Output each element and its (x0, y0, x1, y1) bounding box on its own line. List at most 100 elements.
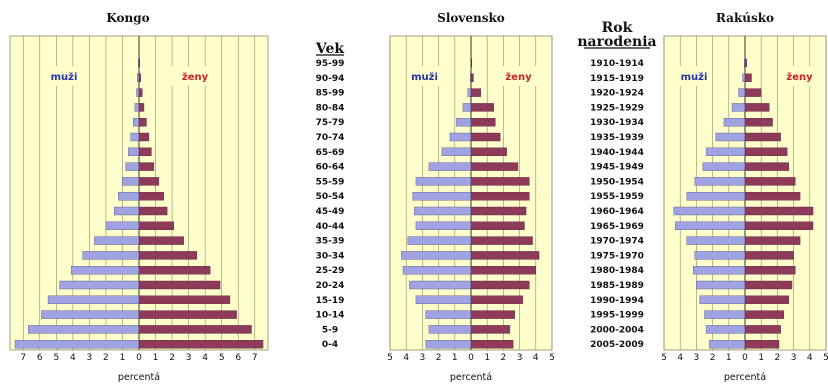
bar-female (139, 296, 230, 304)
bar-female (139, 103, 144, 111)
tick-label: 3 (87, 353, 93, 363)
bar-female (745, 311, 784, 319)
tick-label: 4 (677, 353, 683, 363)
birth-year-label: 1970-1974 (590, 237, 644, 247)
bar-male (696, 281, 745, 289)
birth-year-label: 1980-1984 (590, 266, 644, 276)
bar-female (471, 118, 495, 126)
bar-male (28, 325, 139, 333)
bar-male (41, 311, 139, 319)
bar-female (745, 148, 787, 156)
tick-label: 6 (235, 353, 241, 363)
tick-label: 3 (694, 353, 700, 363)
bar-female (471, 281, 529, 289)
female-label: ženy (786, 71, 813, 83)
bar-female (745, 59, 747, 67)
bar-female (745, 118, 773, 126)
tick-label: 5 (53, 353, 59, 363)
bar-male (456, 118, 471, 126)
bar-male (118, 192, 139, 200)
age-label: 70-74 (316, 133, 345, 143)
bar-female (745, 237, 800, 245)
bar-female (745, 192, 800, 200)
bar-male (60, 281, 139, 289)
bar-female (139, 163, 154, 171)
bar-female (745, 103, 769, 111)
tick-label: 0 (742, 353, 748, 363)
birth-year-label: 1940-1944 (590, 148, 644, 158)
tick-label: 2 (103, 353, 109, 363)
tick-label: 5 (661, 353, 667, 363)
bar-male (94, 237, 139, 245)
bar-female (471, 89, 481, 97)
bar-female (471, 325, 510, 333)
bar-female (139, 237, 184, 245)
birth-year-label: 1965-1969 (590, 222, 644, 232)
birth-year-label: 1935-1939 (590, 133, 644, 143)
bar-female (139, 118, 146, 126)
bar-female (471, 266, 536, 274)
age-label: 50-54 (316, 192, 345, 202)
tick-label: 1 (758, 353, 764, 363)
bar-female (139, 325, 251, 333)
tick-label: 0 (468, 353, 474, 363)
tick-label: 5 (823, 353, 828, 363)
birth-year-label: 1910-1914 (590, 59, 644, 69)
tick-label: 1 (120, 353, 126, 363)
bar-female (471, 251, 539, 259)
age-label: 20-24 (316, 281, 345, 291)
age-label: 35-39 (316, 237, 345, 247)
bar-male (706, 148, 745, 156)
birth-year-labels: 1910-19141915-19191920-19241925-19291930… (590, 59, 644, 350)
bar-female (139, 192, 164, 200)
female-label: ženy (182, 71, 209, 83)
bar-male (128, 148, 139, 156)
bar-male (450, 133, 471, 141)
bar-female (471, 192, 529, 200)
bar-female (471, 177, 529, 185)
birth-year-label: 1990-1994 (590, 296, 644, 306)
age-label: 40-44 (316, 222, 345, 232)
birth-year-label: 1985-1989 (590, 281, 644, 291)
bar-female (139, 340, 263, 348)
birth-year-label: 1950-1954 (590, 177, 644, 187)
tick-label: 4 (202, 353, 208, 363)
bar-female (745, 325, 781, 333)
birth-year-label: 1945-1949 (590, 163, 644, 173)
bar-male (71, 266, 139, 274)
bar-female (139, 207, 167, 215)
bar-female (471, 163, 518, 171)
bar-male (743, 74, 745, 82)
bar-male (401, 251, 471, 259)
age-label: 90-94 (316, 74, 345, 84)
bar-male (463, 103, 471, 111)
birth-year-label: 1930-1934 (590, 118, 644, 128)
tick-label: 2 (169, 353, 175, 363)
bar-female (139, 133, 149, 141)
birth-year-label: 1925-1929 (590, 103, 644, 113)
bar-female (745, 177, 795, 185)
bar-male (732, 103, 745, 111)
bar-male (413, 192, 471, 200)
tick-label: 1 (484, 353, 490, 363)
birth-year-label: 2005-2009 (590, 340, 644, 350)
age-label: 65-69 (316, 148, 345, 158)
bar-male (416, 222, 471, 230)
bar-female (471, 207, 526, 215)
age-label: 30-34 (316, 251, 345, 261)
bar-male (416, 177, 471, 185)
tick-label: 2 (501, 353, 507, 363)
bar-male (126, 163, 139, 171)
bar-male (674, 207, 745, 215)
bar-male (716, 133, 745, 141)
bar-male (409, 281, 471, 289)
bar-male (429, 163, 471, 171)
bar-male (426, 340, 471, 348)
tick-label: 7 (20, 353, 26, 363)
tick-label: 2 (775, 353, 781, 363)
bar-female (471, 222, 524, 230)
age-label: 80-84 (316, 103, 345, 113)
tick-label: 3 (186, 353, 192, 363)
bar-male (15, 340, 139, 348)
